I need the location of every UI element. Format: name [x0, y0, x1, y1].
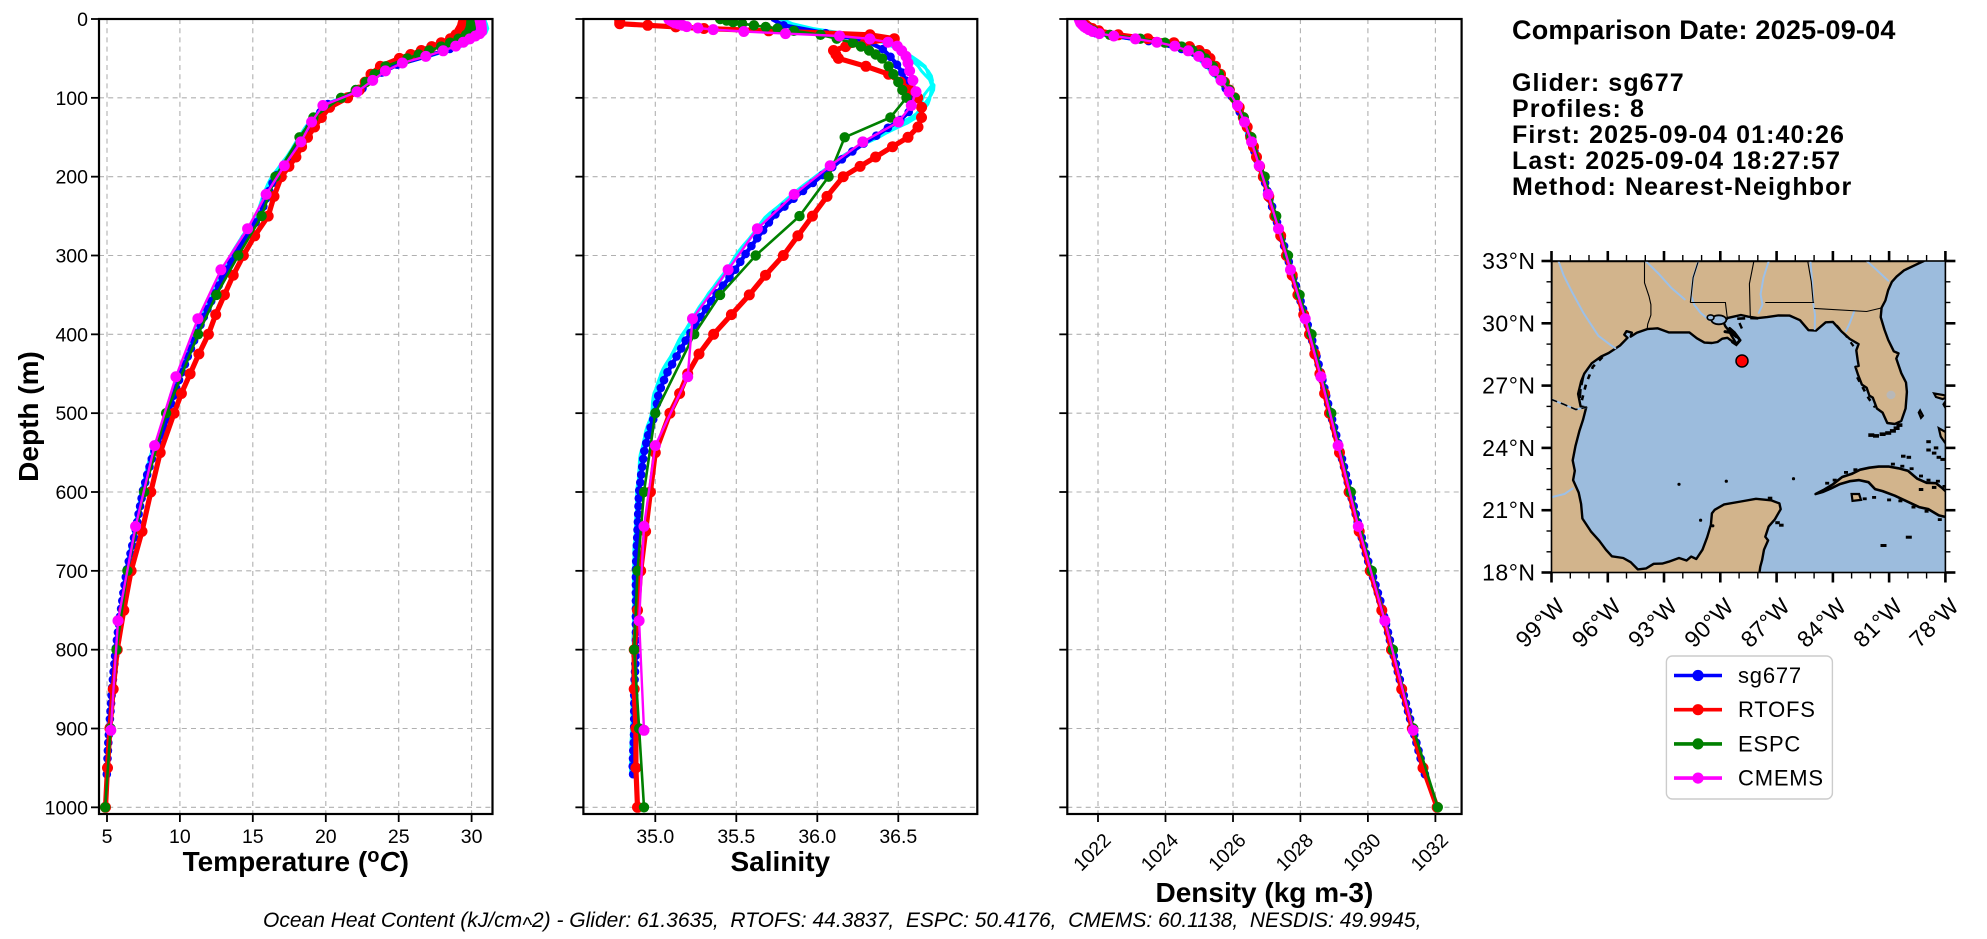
svg-text:Ocean Heat Content (kJ/cm^2) -: Ocean Heat Content (kJ/cm^2) - Glider: 6… — [263, 909, 1421, 934]
svg-text:36.0: 36.0 — [798, 826, 836, 848]
svg-text:Comparison Date: 2025-09-04: Comparison Date: 2025-09-04 — [1512, 15, 1896, 45]
svg-text:400: 400 — [55, 324, 88, 346]
svg-text:35.5: 35.5 — [717, 826, 755, 848]
svg-text:800: 800 — [55, 640, 88, 662]
svg-text:5: 5 — [102, 826, 113, 848]
svg-text:30°N: 30°N — [1482, 310, 1535, 336]
svg-text:35.0: 35.0 — [636, 826, 674, 848]
svg-text:Profiles: 8: Profiles: 8 — [1512, 95, 1645, 123]
svg-text:15: 15 — [242, 826, 264, 848]
svg-text:21°N: 21°N — [1482, 497, 1535, 523]
svg-text:600: 600 — [55, 482, 88, 504]
svg-text:25: 25 — [388, 826, 410, 848]
svg-text:Depth (m): Depth (m) — [13, 351, 44, 482]
svg-text:CMEMS: CMEMS — [1738, 766, 1824, 791]
svg-text:10: 10 — [169, 826, 191, 848]
svg-text:18°N: 18°N — [1482, 560, 1535, 586]
svg-text:ESPC: ESPC — [1738, 731, 1801, 756]
svg-text:33°N: 33°N — [1482, 248, 1535, 274]
svg-text:900: 900 — [55, 719, 88, 741]
svg-text:300: 300 — [55, 246, 88, 268]
svg-text:Glider: sg677: Glider: sg677 — [1512, 69, 1685, 97]
svg-text:1000: 1000 — [45, 797, 89, 819]
svg-text:500: 500 — [55, 403, 88, 425]
svg-text:27°N: 27°N — [1482, 373, 1535, 399]
svg-text:24°N: 24°N — [1482, 435, 1535, 461]
svg-text:Salinity: Salinity — [731, 846, 831, 877]
svg-text:Temperature (oC): Temperature (oC) — [183, 845, 409, 877]
svg-text:20: 20 — [315, 826, 337, 848]
svg-text:Density (kg m-3): Density (kg m-3) — [1155, 877, 1373, 908]
svg-text:36.5: 36.5 — [879, 826, 917, 848]
svg-text:100: 100 — [55, 88, 88, 110]
svg-text:700: 700 — [55, 561, 88, 583]
svg-text:sg677: sg677 — [1738, 663, 1802, 688]
svg-text:0: 0 — [77, 9, 88, 31]
svg-text:Method: Nearest-Neighbor: Method: Nearest-Neighbor — [1512, 173, 1852, 201]
svg-text:200: 200 — [55, 167, 88, 189]
svg-text:RTOFS: RTOFS — [1738, 697, 1816, 722]
svg-text:First: 2025-09-04 01:40:26: First: 2025-09-04 01:40:26 — [1512, 121, 1845, 149]
svg-text:Last: 2025-09-04 18:27:57: Last: 2025-09-04 18:27:57 — [1512, 147, 1841, 175]
svg-text:30: 30 — [461, 826, 483, 848]
